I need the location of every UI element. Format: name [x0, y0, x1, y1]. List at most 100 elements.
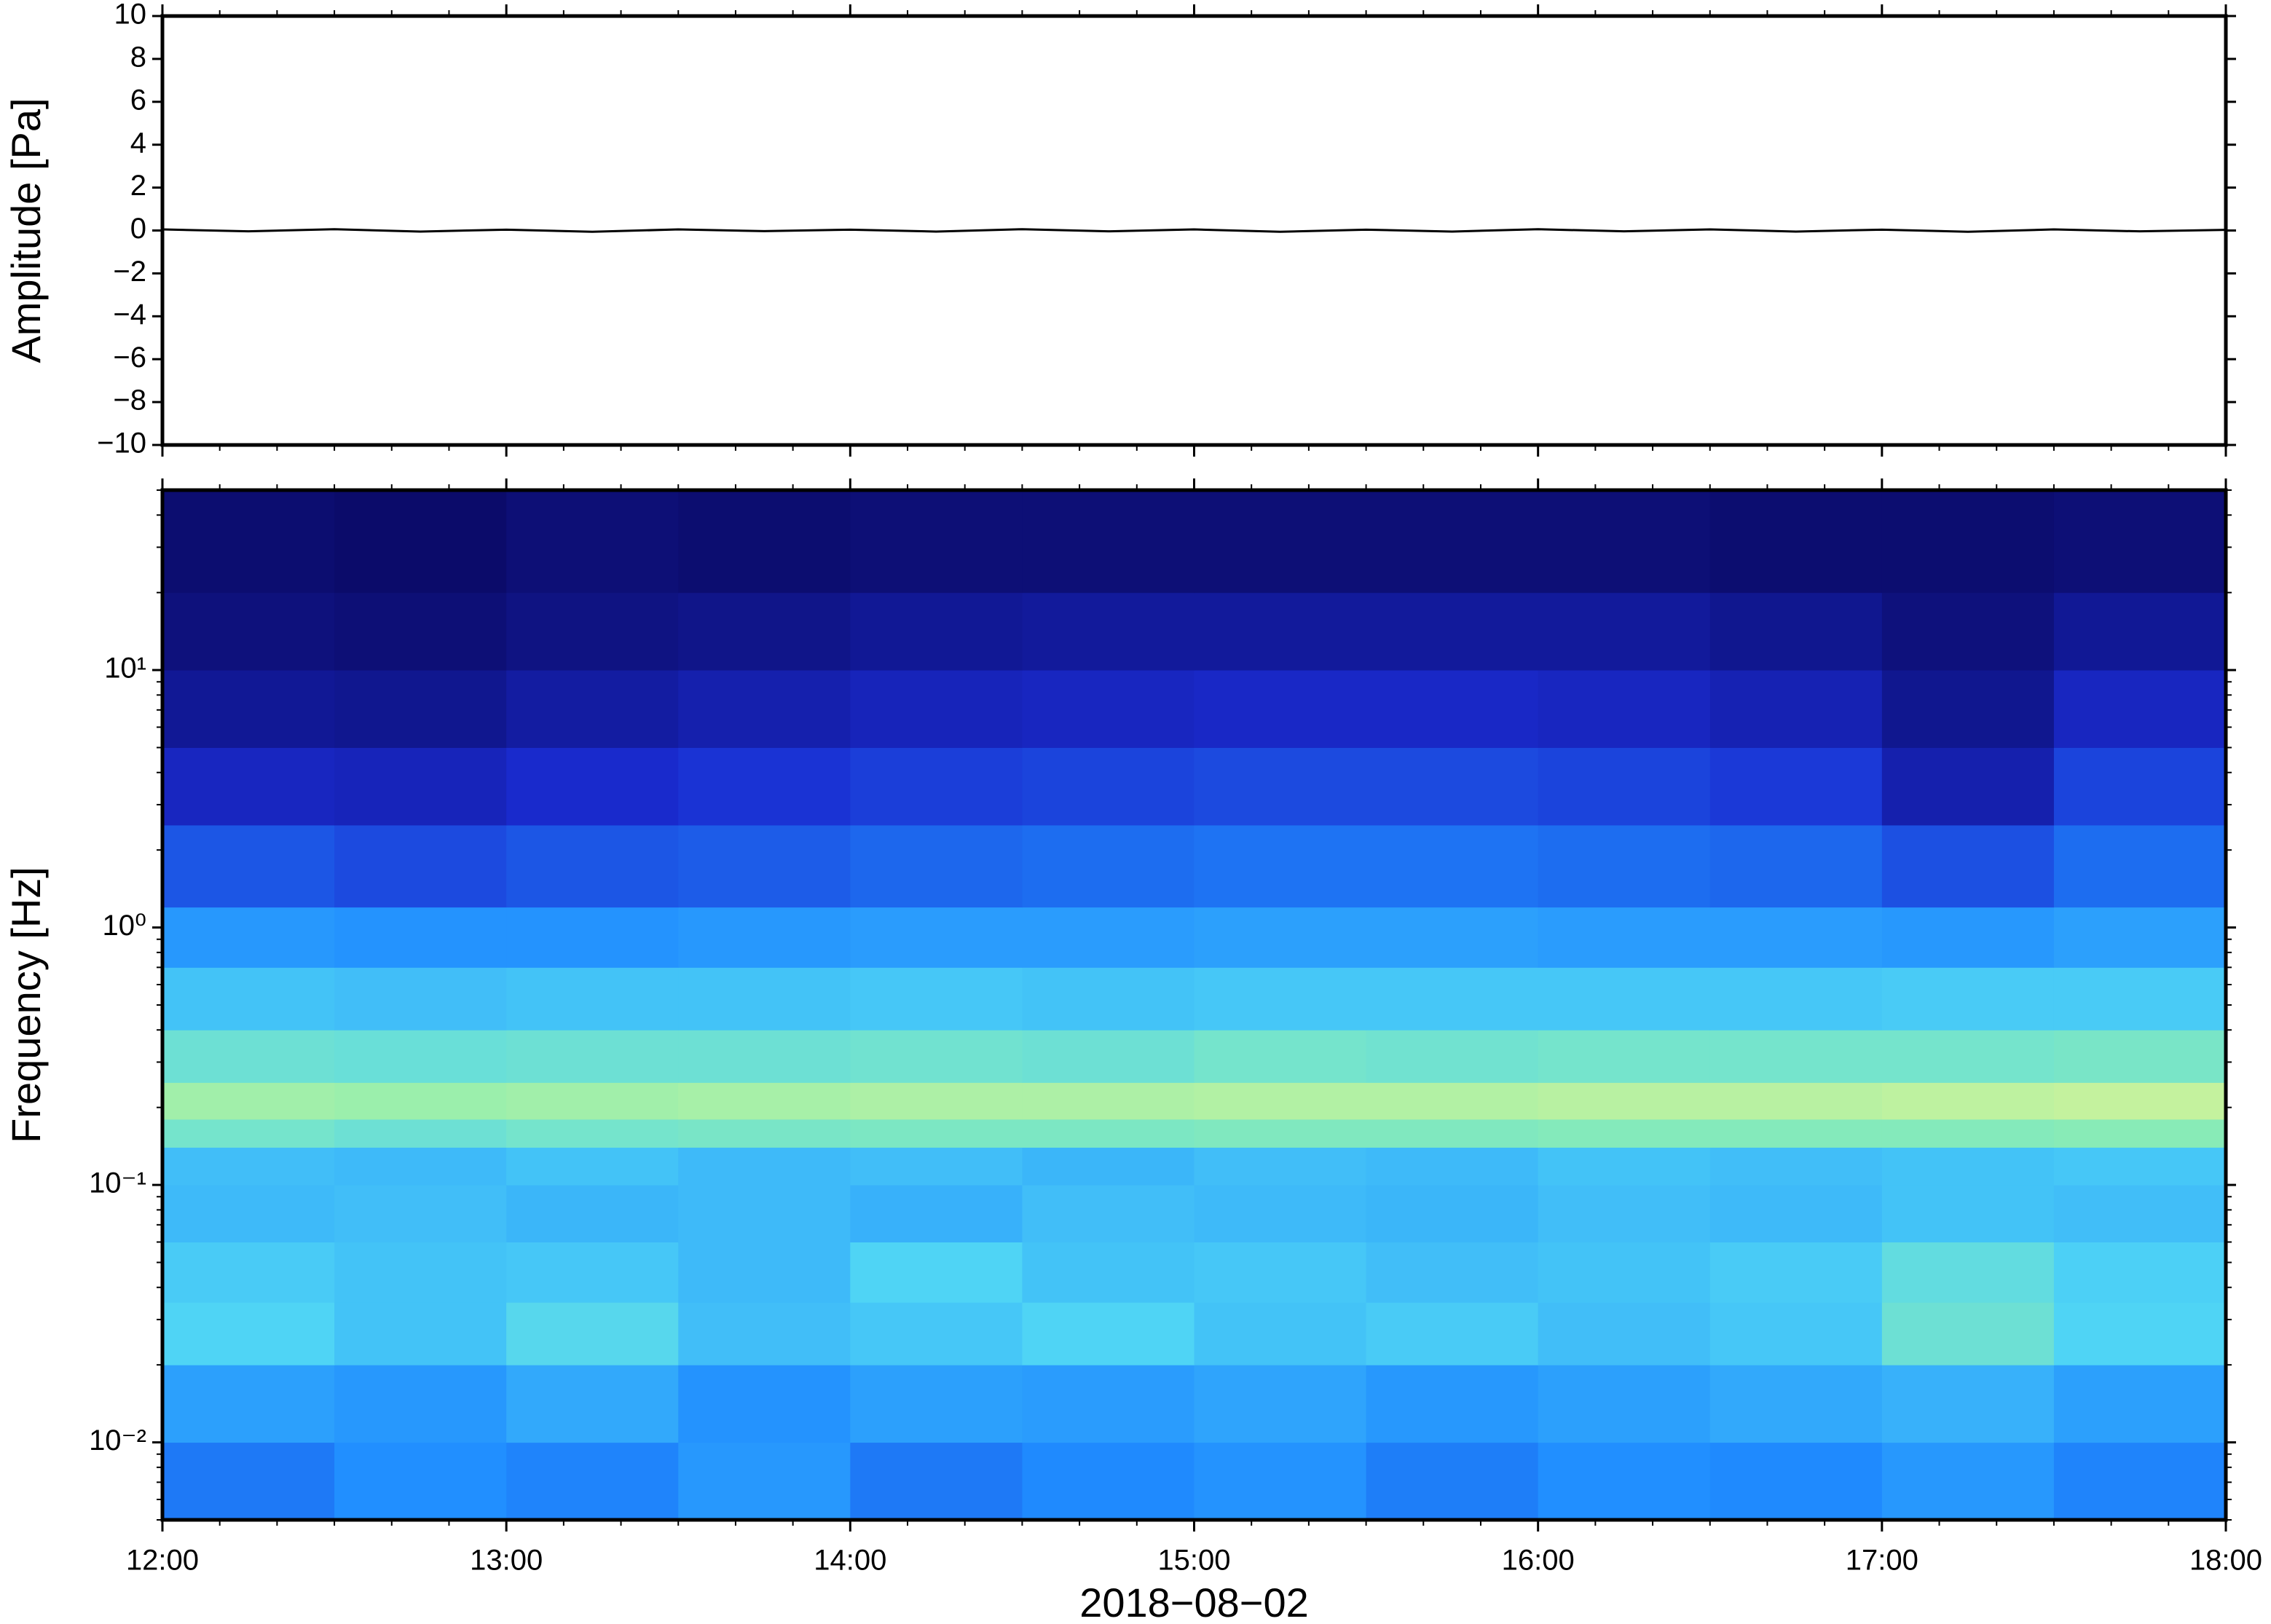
spectrogram-cell — [334, 1030, 507, 1083]
spectrogram-cell — [1366, 490, 1539, 594]
spectrogram-cell — [850, 592, 1023, 671]
spectrogram-cell — [678, 1365, 851, 1443]
spectrogram-cell — [1022, 1147, 1194, 1186]
spectrogram-cell — [2053, 824, 2227, 908]
spectrogram-cell — [678, 907, 851, 968]
amplitude-line — [162, 228, 2227, 233]
spectrogram-cell — [506, 1147, 679, 1186]
spectrogram-cell — [678, 1119, 851, 1148]
spectrogram-cell — [1366, 907, 1539, 968]
spectrogram-cell — [1538, 1082, 1711, 1120]
spectrogram-cell — [1538, 592, 1711, 671]
spectrogram-cell — [1881, 1365, 2055, 1443]
spectrogram-cell — [2053, 1302, 2227, 1365]
spectrogram-cell — [1881, 1082, 2055, 1120]
spectrogram-cell — [1194, 1119, 1367, 1148]
spectrogram-cell — [850, 1185, 1023, 1243]
spectrogram-cell — [1709, 1147, 1883, 1186]
spectrogram-cell — [162, 747, 335, 826]
y-tick-label: 0 — [130, 213, 146, 245]
spectrogram-cell — [1366, 592, 1539, 671]
spectrogram-cell — [850, 747, 1023, 826]
spectrogram-cell — [506, 1030, 679, 1083]
spectrogram-cell — [1194, 1365, 1367, 1443]
spectrogram-cell — [2053, 907, 2227, 968]
spectrogram-cell — [1022, 1365, 1194, 1443]
spectrogram-cell — [1538, 1242, 1711, 1303]
spectrogram-cell — [1881, 1185, 2055, 1243]
spectrogram-cell — [2053, 670, 2227, 748]
spectrogram-cell — [1366, 967, 1539, 1030]
y-axis-label: Frequency [Hz] — [3, 867, 49, 1143]
spectrogram-cell — [334, 592, 507, 671]
x-tick-label: 18:00 — [2189, 1545, 2262, 1577]
y-tick-label: −10 — [97, 427, 146, 460]
spectrogram-cell — [334, 1185, 507, 1243]
spectrogram-cell — [678, 1185, 851, 1243]
spectrogram-cell — [1709, 1242, 1883, 1303]
spectrogram-cell — [1881, 1242, 2055, 1303]
spectrogram-cell — [850, 1442, 1023, 1521]
spectrogram-cell — [162, 1365, 335, 1443]
spectrogram-cell — [678, 670, 851, 748]
spectrogram-cell — [2053, 1365, 2227, 1443]
spectrogram-cell — [1709, 490, 1883, 594]
spectrogram-cell — [506, 1365, 679, 1443]
y-tick-label: 10⁻¹ — [89, 1167, 146, 1199]
spectrogram-cell — [1022, 1119, 1194, 1148]
spectrogram-cell — [850, 1147, 1023, 1186]
spectrogram-cell — [334, 1082, 507, 1120]
spectrogram-cell — [1022, 1082, 1194, 1120]
spectrogram-cell — [678, 592, 851, 671]
spectrogram-cell — [1881, 907, 2055, 968]
y-tick-label: 10⁰ — [102, 910, 146, 942]
spectrogram-cell — [334, 824, 507, 908]
spectrogram-cell — [2053, 967, 2227, 1030]
spectrogram-cell — [1538, 1442, 1711, 1521]
spectrogram-cell — [334, 490, 507, 594]
spectrogram-cell — [1194, 1242, 1367, 1303]
spectrogram-cell — [1881, 592, 2055, 671]
spectrogram-cell — [1194, 747, 1367, 826]
spectrogram-cell — [1709, 1082, 1883, 1120]
spectrogram-cell — [1538, 967, 1711, 1030]
spectrogram-cell — [1709, 1442, 1883, 1521]
spectrogram-cell — [162, 490, 335, 594]
spectrogram-cell — [1881, 490, 2055, 594]
spectrogram-cell — [506, 967, 679, 1030]
y-axis-label: Amplitude [Pa] — [3, 98, 49, 363]
spectrogram-cell — [1022, 824, 1194, 908]
spectrogram-cell — [850, 1119, 1023, 1148]
x-tick-label: 15:00 — [1157, 1545, 1230, 1577]
spectrogram-cell — [2053, 1147, 2227, 1186]
spectrogram-cell — [506, 1302, 679, 1365]
spectrogram-cell — [1366, 1242, 1539, 1303]
spectrogram-cell — [850, 1082, 1023, 1120]
spectrogram-cell — [334, 747, 507, 826]
spectrogram-cell — [1366, 747, 1539, 826]
spectrogram-cell — [162, 824, 335, 908]
spectrogram-cell — [506, 824, 679, 908]
spectrogram-cell — [1538, 1119, 1711, 1148]
spectrogram-cell — [1881, 670, 2055, 748]
spectrogram-cell — [1881, 967, 2055, 1030]
x-tick-label: 13:00 — [470, 1545, 543, 1577]
x-tick-label: 14:00 — [814, 1545, 886, 1577]
spectrogram-cell — [1194, 824, 1367, 908]
spectrogram-cell — [334, 1147, 507, 1186]
spectrogram-cell — [1881, 1030, 2055, 1083]
spectrogram-cell — [162, 592, 335, 671]
spectrogram-cell — [506, 670, 679, 748]
spectrogram-cell — [2053, 1119, 2227, 1148]
spectrogram-cell — [678, 490, 851, 594]
spectrogram-cell — [1881, 1119, 2055, 1148]
spectrogram-cell — [1709, 670, 1883, 748]
spectrogram-cell — [1709, 967, 1883, 1030]
spectrogram-cell — [1366, 1302, 1539, 1365]
spectrogram-cell — [2053, 1442, 2227, 1521]
spectrogram-cell — [850, 1242, 1023, 1303]
x-tick-label: 12:00 — [126, 1545, 199, 1577]
spectrogram-cell — [850, 824, 1023, 908]
